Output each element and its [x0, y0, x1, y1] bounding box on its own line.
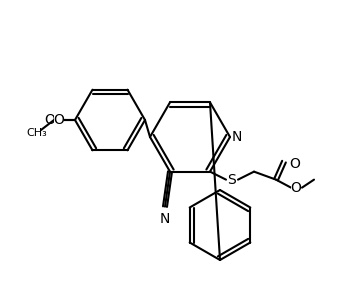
Text: O: O [44, 113, 55, 127]
Text: S: S [228, 173, 236, 187]
Text: N: N [160, 212, 170, 226]
Text: O: O [289, 157, 300, 170]
Text: O: O [54, 113, 65, 127]
Text: CH₃: CH₃ [26, 128, 48, 138]
Text: N: N [232, 130, 242, 144]
Text: O: O [290, 181, 301, 195]
